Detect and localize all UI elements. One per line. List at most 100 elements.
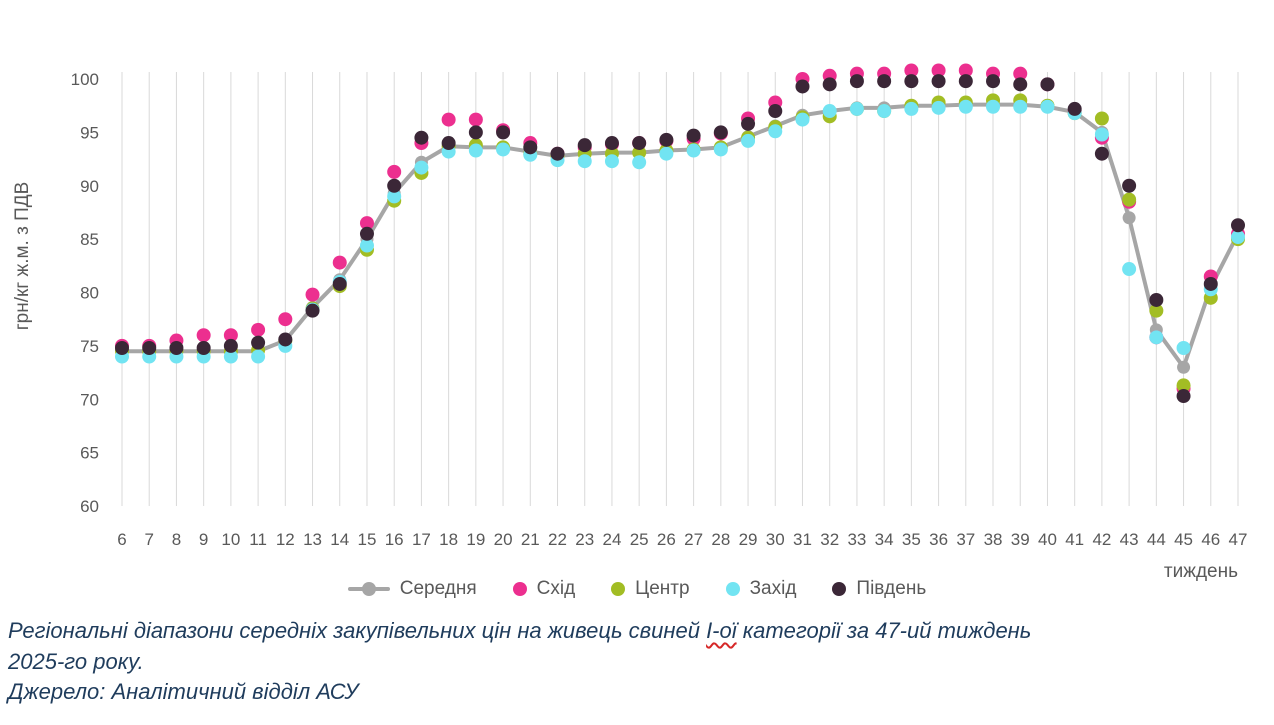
data-point <box>822 77 837 92</box>
data-point <box>359 226 374 241</box>
data-point <box>604 154 619 169</box>
legend-label-serednya: Середня <box>399 578 477 599</box>
data-point <box>1013 99 1028 114</box>
data-point <box>1176 378 1191 393</box>
gridlines <box>121 72 1239 506</box>
x-axis-tick-labels: 6 7 8 9 10 11 12 13 14 15 16 17 18 19 20 21 22 23 24 25 26 27… <box>117 530 1247 549</box>
data-point <box>1067 101 1082 116</box>
data-point <box>577 154 592 169</box>
series-line-Середня <box>120 102 1240 370</box>
x-tick-label: 19 <box>466 530 485 549</box>
x-tick-label: 46 <box>1201 530 1220 549</box>
data-point <box>1094 111 1109 126</box>
data-point <box>904 63 919 78</box>
x-tick-label: 20 <box>494 530 513 549</box>
data-point <box>904 101 919 116</box>
x-tick-label: 36 <box>929 530 948 549</box>
x-tick-label: 13 <box>303 530 322 549</box>
data-point <box>359 238 374 253</box>
data-point <box>278 332 293 347</box>
series-Південь <box>115 74 1245 404</box>
x-tick-label: 30 <box>766 530 785 549</box>
x-tick-label: 34 <box>875 530 894 549</box>
price-chart: грн/кг ж.м. з ПДВ тиждень 60 65 70 75 80 85 90… <box>12 63 1247 582</box>
x-tick-label: 6 <box>117 530 126 549</box>
data-point <box>1149 292 1164 307</box>
x-axis-title: тиждень <box>1164 561 1238 582</box>
data-point <box>468 125 483 140</box>
caption-line-2: 2025-го року. <box>8 649 144 675</box>
y-tick-label: 80 <box>80 284 99 303</box>
data-point <box>1203 276 1218 291</box>
data-point <box>986 99 1001 114</box>
y-tick-label: 75 <box>80 337 99 356</box>
data-point <box>142 341 157 356</box>
data-point <box>414 130 429 145</box>
x-tick-label: 47 <box>1229 530 1248 549</box>
legend-item-tsentr: Центр <box>611 578 690 600</box>
plot-area: 60 65 70 75 80 85 90 95 100 6 7 8 9 10 11 12 13 14 15 16 17 1… <box>71 63 1247 549</box>
data-point <box>958 99 973 114</box>
data-point <box>115 341 129 356</box>
data-point <box>1176 389 1191 404</box>
data-point <box>822 104 837 119</box>
x-tick-label: 33 <box>847 530 866 549</box>
data-point <box>577 138 592 153</box>
y-tick-label: 65 <box>80 444 99 463</box>
data-point <box>686 128 701 143</box>
legend-item-pivden: Південь <box>832 578 926 600</box>
y-tick-label: 95 <box>80 123 99 142</box>
data-point <box>223 349 238 364</box>
data-point <box>1176 341 1191 356</box>
data-point <box>332 276 347 291</box>
y-tick-label: 70 <box>80 390 99 409</box>
legend-dot-tsentr <box>611 582 626 596</box>
legend-dot-pivden <box>832 582 847 596</box>
data-point <box>713 142 728 157</box>
x-tick-label: 12 <box>276 530 295 549</box>
x-tick-label: 21 <box>521 530 540 549</box>
data-point <box>414 160 429 175</box>
data-point <box>931 63 946 78</box>
data-point <box>387 178 402 193</box>
data-point <box>1231 218 1245 233</box>
data-point <box>305 287 320 302</box>
y-tick-label: 60 <box>80 497 99 516</box>
legend-dot-skhid <box>512 582 527 596</box>
data-point <box>496 125 511 140</box>
x-tick-label: 9 <box>199 530 208 549</box>
data-point <box>496 142 511 157</box>
data-point <box>632 136 647 151</box>
data-point <box>251 335 266 350</box>
data-point <box>1094 127 1109 142</box>
data-point <box>278 312 293 327</box>
data-point <box>632 145 647 160</box>
x-tick-label: 16 <box>385 530 404 549</box>
x-tick-label: 41 <box>1065 530 1084 549</box>
data-point <box>468 143 483 158</box>
legend-label-tsentr: Центр <box>635 578 690 599</box>
data-point <box>359 216 374 231</box>
data-point <box>931 100 946 115</box>
x-tick-label: 29 <box>739 530 758 549</box>
data-point <box>196 328 211 343</box>
data-point <box>795 79 810 94</box>
x-tick-label: 45 <box>1174 530 1193 549</box>
data-point <box>877 74 892 89</box>
legend-line-marker-serednya <box>347 582 390 596</box>
y-tick-label: 100 <box>71 70 99 89</box>
data-point <box>768 124 783 139</box>
data-point <box>686 143 701 158</box>
data-point <box>332 255 347 270</box>
data-point <box>1122 262 1137 277</box>
data-point <box>441 136 456 151</box>
data-point <box>741 133 756 148</box>
data-point <box>1231 229 1245 244</box>
legend-label-pivden: Південь <box>856 578 927 599</box>
data-point <box>1013 66 1028 81</box>
x-tick-label: 25 <box>630 530 649 549</box>
legend-item-zakhid: Захід <box>725 578 796 600</box>
x-tick-label: 15 <box>358 530 377 549</box>
data-point <box>223 328 238 343</box>
x-tick-label: 43 <box>1120 530 1139 549</box>
